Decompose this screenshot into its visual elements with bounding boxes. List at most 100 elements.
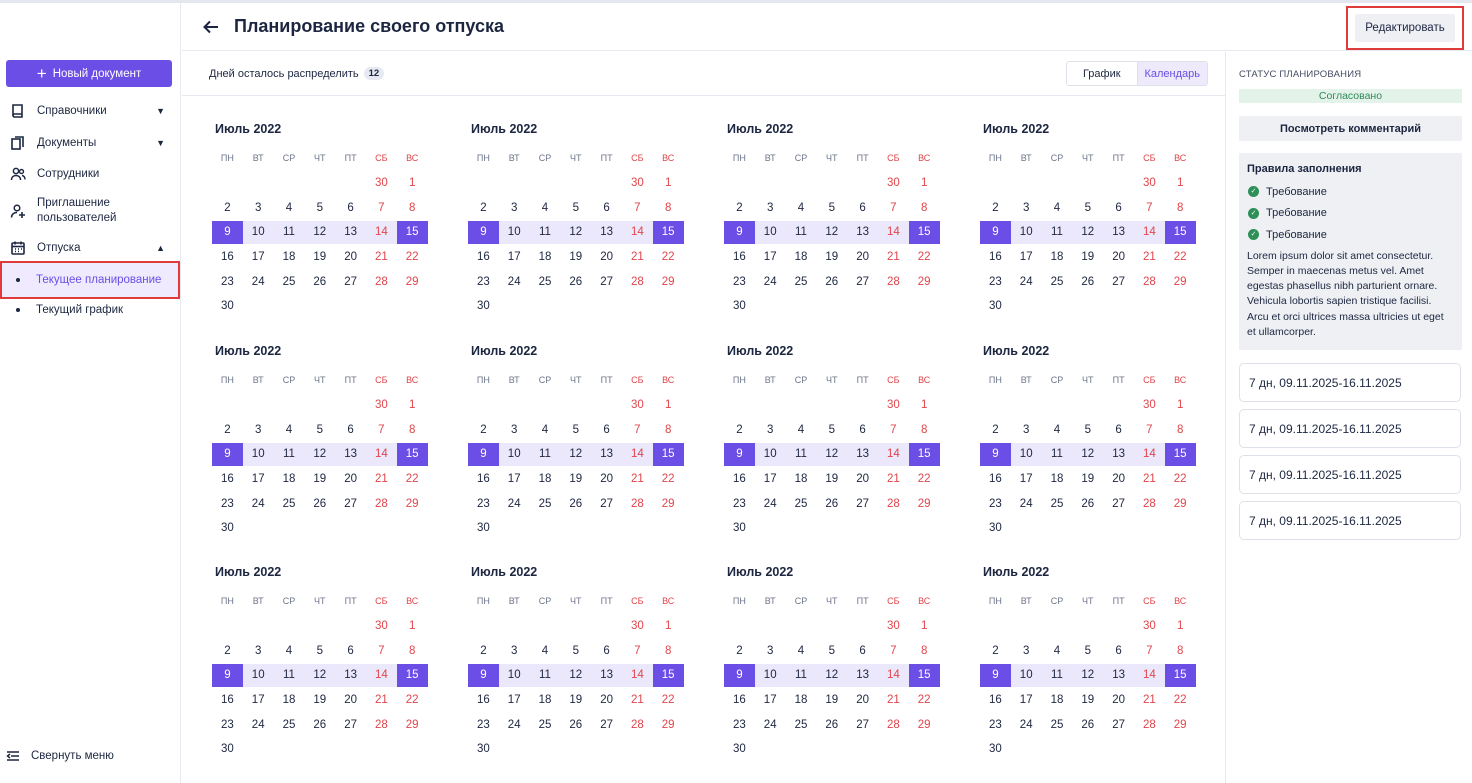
day-cell[interactable]: 18 [282,251,296,264]
day-cell[interactable]: 10 [507,226,521,239]
day-cell[interactable]: 11 [795,448,807,461]
day-cell[interactable]: 18 [282,694,296,707]
day-cell[interactable]: 12 [1081,226,1095,239]
day-cell[interactable]: 26 [825,497,839,510]
day-cell[interactable]: 28 [1142,718,1156,731]
day-cell[interactable]: 30 [477,743,490,756]
day-cell[interactable]: 23 [989,718,1002,731]
day-cell[interactable]: 7 [378,644,385,657]
day-cell[interactable]: 27 [344,275,357,288]
day-cell[interactable]: 24 [1019,497,1033,510]
day-cell[interactable]: 30 [733,300,746,313]
day-cell[interactable]: 2 [480,201,487,214]
day-cell[interactable]: 5 [316,201,323,214]
day-cell[interactable]: 7 [1146,423,1153,436]
day-cell[interactable]: 23 [733,718,746,731]
day-cell[interactable]: 5 [572,644,579,657]
day-cell[interactable]: 30 [221,743,234,756]
day-cell[interactable]: 24 [507,718,521,731]
day-cell[interactable]: 30 [1142,399,1156,412]
day-cell[interactable]: 15 [652,442,684,466]
day-cell[interactable]: 15 [908,442,940,466]
day-cell[interactable]: 1 [1176,620,1184,633]
day-cell[interactable]: 6 [1115,644,1122,657]
day-cell[interactable]: 8 [920,644,928,657]
day-cell[interactable]: 23 [221,718,234,731]
day-cell[interactable]: 21 [630,473,644,486]
day-cell[interactable]: 11 [1051,226,1063,239]
day-cell[interactable]: 26 [569,718,583,731]
day-cell[interactable]: 22 [1173,694,1187,707]
day-cell[interactable]: 19 [825,694,839,707]
view-graph-tab[interactable]: График [1082,67,1121,80]
day-cell[interactable]: 18 [1050,694,1064,707]
day-cell[interactable]: 7 [634,201,641,214]
day-cell[interactable]: 8 [408,644,416,657]
day-cell[interactable]: 2 [224,423,231,436]
day-cell[interactable]: 26 [1081,497,1095,510]
day-cell[interactable]: 16 [989,473,1002,486]
day-cell[interactable]: 26 [313,718,327,731]
sidebar-subitem-current-planning[interactable]: Текущее планирование [0,261,180,299]
day-cell[interactable]: 27 [344,497,357,510]
sidebar-item-vacations[interactable]: Отпуска ▲ [10,240,170,256]
day-cell[interactable]: 9 [212,663,243,687]
day-cell[interactable]: 11 [283,669,295,682]
day-cell[interactable]: 9 [724,220,755,244]
sidebar-item-references[interactable]: Справочники ▼ [10,103,170,119]
day-cell[interactable]: 22 [917,694,931,707]
day-cell[interactable]: 29 [917,718,931,731]
day-cell[interactable]: 26 [569,497,583,510]
day-cell[interactable]: 9 [980,663,1011,687]
day-cell[interactable]: 12 [569,669,583,682]
day-cell[interactable]: 25 [794,718,808,731]
day-cell[interactable]: 29 [917,275,931,288]
day-cell[interactable]: 8 [408,201,416,214]
day-cell[interactable]: 17 [251,251,265,264]
day-cell[interactable]: 5 [1084,201,1091,214]
day-cell[interactable]: 30 [1142,177,1156,190]
day-cell[interactable]: 30 [989,300,1002,313]
day-cell[interactable]: 11 [539,669,551,682]
day-cell[interactable]: 21 [630,251,644,264]
day-cell[interactable]: 15 [396,663,428,687]
day-cell[interactable]: 1 [408,177,416,190]
day-cell[interactable]: 16 [221,251,234,264]
day-cell[interactable]: 12 [1081,448,1095,461]
day-cell[interactable]: 2 [992,423,999,436]
day-cell[interactable]: 2 [224,644,231,657]
day-cell[interactable]: 23 [733,497,746,510]
day-cell[interactable]: 19 [569,473,583,486]
day-cell[interactable]: 30 [733,743,746,756]
day-cell[interactable]: 9 [212,442,243,466]
day-cell[interactable]: 6 [347,644,354,657]
day-cell[interactable]: 10 [763,226,777,239]
day-cell[interactable]: 4 [1053,423,1061,436]
day-cell[interactable]: 18 [538,473,552,486]
day-cell[interactable]: 7 [1146,201,1153,214]
day-cell[interactable]: 25 [538,497,552,510]
day-cell[interactable]: 17 [251,473,265,486]
day-cell[interactable]: 5 [828,644,835,657]
day-cell[interactable]: 7 [634,423,641,436]
day-cell[interactable]: 7 [634,644,641,657]
day-cell[interactable]: 15 [396,220,428,244]
day-cell[interactable]: 10 [1019,226,1033,239]
day-cell[interactable]: 12 [569,448,583,461]
view-comment-button[interactable]: Посмотреть комментарий [1239,116,1462,141]
day-cell[interactable]: 5 [828,423,835,436]
day-cell[interactable]: 20 [856,694,869,707]
day-cell[interactable]: 10 [251,448,265,461]
day-cell[interactable]: 28 [630,718,644,731]
day-cell[interactable]: 25 [794,497,808,510]
day-cell[interactable]: 4 [285,201,293,214]
day-cell[interactable]: 10 [507,448,521,461]
day-cell[interactable]: 21 [886,694,900,707]
day-cell[interactable]: 6 [603,201,610,214]
sidebar-subitem-current-schedule[interactable]: Текущий график [2,293,178,327]
day-cell[interactable]: 10 [763,448,777,461]
day-cell[interactable]: 10 [1019,669,1033,682]
day-cell[interactable]: 28 [1142,497,1156,510]
day-cell[interactable]: 3 [766,423,774,436]
day-cell[interactable]: 8 [408,423,416,436]
